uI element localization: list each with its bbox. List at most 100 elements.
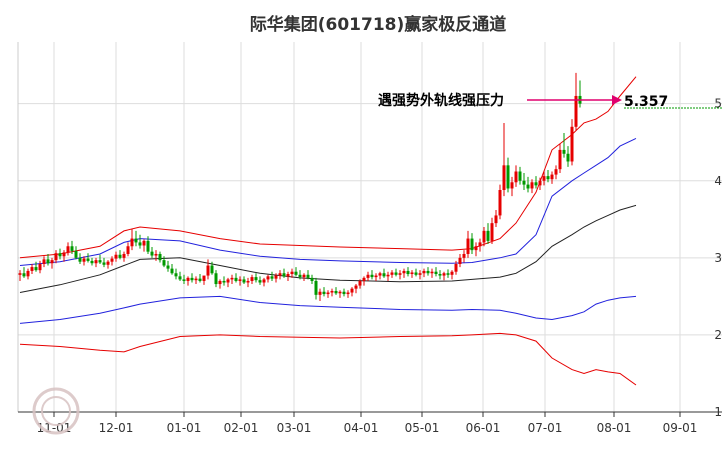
x-tick-label: 04-01 xyxy=(344,421,379,435)
candle-body xyxy=(350,288,354,293)
watermark-logo-inner-icon xyxy=(41,396,71,426)
candle-body xyxy=(446,273,450,275)
candle-body xyxy=(122,253,126,258)
candle-body xyxy=(230,277,234,280)
candle-body xyxy=(454,264,458,272)
candle xyxy=(282,268,286,278)
band-upper-outer-line xyxy=(19,76,637,259)
candle xyxy=(314,277,318,300)
peak-value-label: 5.357 xyxy=(624,94,668,110)
candle-body xyxy=(418,273,422,275)
candle-body xyxy=(462,253,466,258)
candle xyxy=(202,275,206,285)
candle xyxy=(178,271,182,281)
candle-body xyxy=(142,240,146,246)
candle xyxy=(266,274,270,283)
candle xyxy=(270,271,274,281)
candle xyxy=(422,268,426,278)
candle xyxy=(286,271,290,281)
candle xyxy=(54,250,58,264)
candle-body xyxy=(366,274,370,278)
candle xyxy=(430,268,434,278)
candle-body xyxy=(466,238,470,254)
x-tick-label: 06-01 xyxy=(466,421,501,435)
candle xyxy=(186,276,190,286)
candle xyxy=(510,176,514,197)
candle-body xyxy=(206,265,210,276)
candle-body xyxy=(278,273,282,276)
candle xyxy=(230,274,234,285)
candle-body xyxy=(286,274,290,277)
candle xyxy=(534,176,538,189)
candle-body xyxy=(346,292,350,295)
candle-body xyxy=(310,277,314,281)
candle-body xyxy=(550,174,554,180)
candle xyxy=(198,274,202,283)
candle xyxy=(294,267,298,277)
candle xyxy=(134,230,138,247)
candle-body xyxy=(270,276,274,279)
candle xyxy=(386,271,390,281)
candle xyxy=(426,267,430,276)
candle-body xyxy=(510,182,514,189)
band-lower-inner-line xyxy=(19,295,637,324)
candle xyxy=(34,261,38,272)
candle-body xyxy=(154,253,158,256)
candle xyxy=(62,250,66,262)
candle xyxy=(310,274,314,285)
candles xyxy=(18,72,582,301)
candle-body xyxy=(202,275,206,281)
candle-body xyxy=(234,277,238,281)
candle xyxy=(434,267,438,277)
channel-bands xyxy=(19,76,637,386)
candle-body xyxy=(150,251,154,256)
candle xyxy=(410,270,414,278)
candle xyxy=(406,267,410,277)
candle-body xyxy=(502,165,506,190)
candle-body xyxy=(314,280,318,295)
candle xyxy=(346,290,350,298)
candle-body xyxy=(186,277,190,281)
candle xyxy=(206,259,210,280)
candle xyxy=(402,268,406,278)
candle-body xyxy=(238,279,242,281)
candle-body xyxy=(250,277,254,281)
candle-body xyxy=(526,184,530,189)
candle xyxy=(330,288,334,297)
candle-body xyxy=(334,290,338,294)
candle xyxy=(554,165,558,180)
candle xyxy=(546,169,550,183)
candle xyxy=(102,257,106,268)
x-tick-label: 12-01 xyxy=(99,421,134,435)
candle-body xyxy=(482,230,486,243)
candle xyxy=(254,273,258,283)
candle xyxy=(218,279,222,289)
x-tick-label: 09-01 xyxy=(663,421,698,435)
candle-body xyxy=(274,275,278,279)
candle-body xyxy=(522,180,526,185)
candle-body xyxy=(106,261,110,265)
candle xyxy=(146,236,150,254)
candle xyxy=(226,277,230,288)
candle-body xyxy=(62,252,66,257)
candle-body xyxy=(566,153,570,162)
candle-body xyxy=(410,272,414,275)
candle xyxy=(322,287,326,297)
candle xyxy=(474,242,478,257)
candle-body xyxy=(546,176,550,180)
candle-body xyxy=(170,268,174,274)
candle-body xyxy=(554,169,558,175)
candle-body xyxy=(266,276,270,280)
candle xyxy=(238,276,242,286)
candle xyxy=(130,228,134,251)
candle xyxy=(210,261,214,275)
candle xyxy=(506,157,510,193)
candle xyxy=(18,270,22,281)
candle-body xyxy=(478,242,482,247)
candle-body xyxy=(498,190,502,216)
x-tick-label: 03-01 xyxy=(277,421,312,435)
candle-body xyxy=(450,271,454,275)
candle-body xyxy=(162,260,166,266)
candle-body xyxy=(374,275,378,278)
